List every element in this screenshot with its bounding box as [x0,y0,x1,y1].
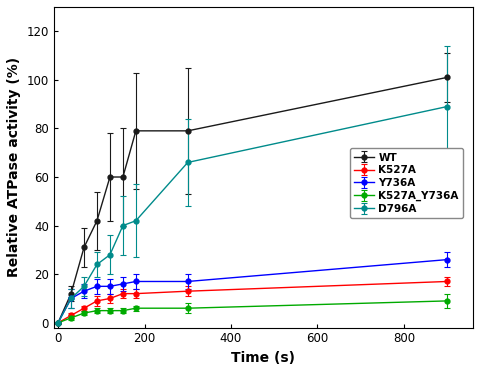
X-axis label: Time (s): Time (s) [231,351,295,365]
Y-axis label: Relative ATPase activity (%): Relative ATPase activity (%) [7,57,21,278]
Legend: WT, K527A, Y736A, K527A_Y736A, D796A: WT, K527A, Y736A, K527A_Y736A, D796A [349,148,463,218]
